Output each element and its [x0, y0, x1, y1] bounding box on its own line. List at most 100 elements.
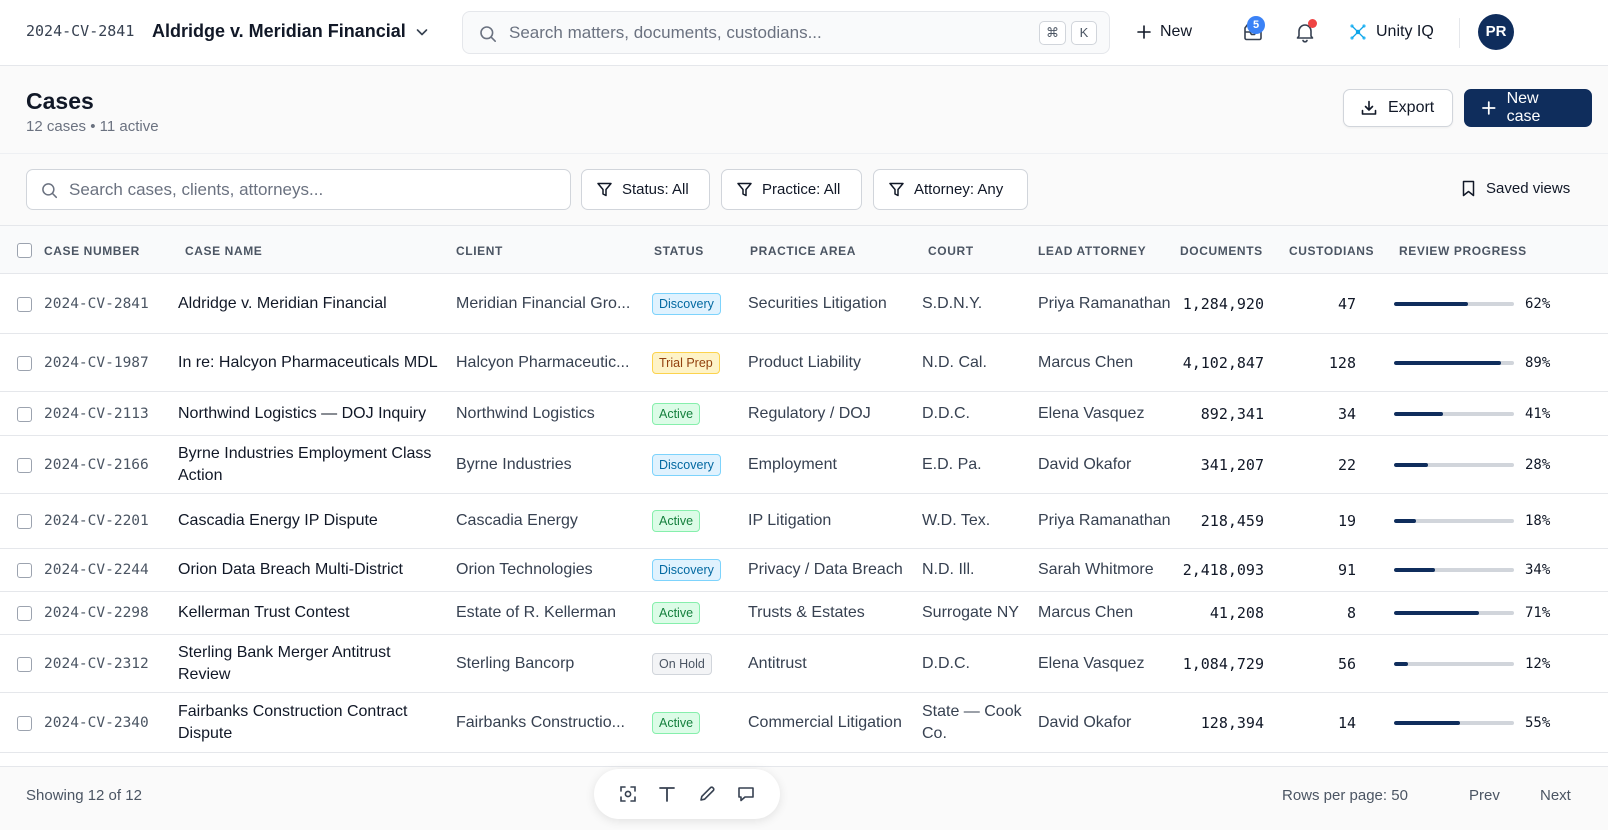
global-search-input[interactable]	[509, 20, 989, 46]
lead-attorney: Elena Vasquez	[1038, 404, 1145, 422]
pencil-icon[interactable]	[696, 783, 718, 805]
focus-select-icon[interactable]	[617, 783, 639, 805]
row-checkbox[interactable]	[17, 296, 32, 312]
page-subtitle: 12 cases • 11 active	[26, 118, 159, 135]
practice-area: IP Litigation	[748, 512, 832, 529]
column-header-documents[interactable]: Documents	[1180, 244, 1263, 258]
case-search-input[interactable]	[69, 178, 549, 202]
status-badge: Discovery	[652, 559, 721, 581]
rows-per-page[interactable]: Rows per page: 50	[1282, 787, 1408, 804]
export-button[interactable]: Export	[1343, 89, 1453, 127]
column-header-lead-attorney[interactable]: Lead Attorney	[1038, 244, 1147, 258]
progress-fill	[1394, 611, 1480, 615]
table-row[interactable]: 2024-CV-2312 Sterling Bank Merger Antitru…	[0, 635, 1608, 693]
column-header-custodians[interactable]: Custodians	[1289, 244, 1375, 258]
table-row[interactable]: 2024-CV-2298 Kellerman Trust Contest Estat…	[0, 592, 1608, 635]
court: N.D. Cal.	[922, 353, 987, 371]
attorney-filter[interactable]: Attorney: Any	[873, 169, 1028, 210]
row-checkbox[interactable]	[17, 355, 32, 371]
review-progress-bar	[1394, 494, 1514, 548]
table-row[interactable]: 2024-CV-2166 Byrne Industries Employment …	[0, 436, 1608, 494]
case-name[interactable]: Orion Data Breach Multi-District	[178, 561, 403, 578]
row-checkbox[interactable]	[17, 514, 32, 529]
column-header-review-progress[interactable]: Review Progress	[1399, 244, 1527, 258]
practice-area: Trusts & Estates	[748, 604, 865, 621]
case-name[interactable]: In re: Halcyon Pharmaceuticals MDL	[178, 353, 438, 371]
column-header-status[interactable]: Status	[654, 244, 704, 258]
case-name[interactable]: Fairbanks Construction Contract Dispute	[178, 702, 408, 742]
chevron-down-icon[interactable]	[414, 24, 430, 40]
new-button-label: New	[1160, 23, 1193, 40]
row-checkbox[interactable]	[17, 406, 32, 422]
row-checkbox[interactable]	[17, 563, 32, 578]
document-count: 1,084,729	[1182, 654, 1264, 673]
court: D.D.C.	[922, 404, 970, 422]
plus-icon	[1482, 101, 1496, 115]
table-row[interactable]: 2024-CV-2841 Aldridge v. Meridian Financi…	[0, 274, 1608, 334]
document-count: 341,207	[1200, 455, 1264, 474]
progress-track	[1394, 611, 1514, 615]
review-progress-bar	[1394, 274, 1514, 333]
case-name[interactable]: Aldridge v. Meridian Financial	[178, 294, 387, 312]
client-name: Estate of R. Kellerman	[456, 604, 617, 621]
new-button[interactable]: New	[1136, 18, 1192, 46]
avatar[interactable]: PR	[1478, 14, 1514, 50]
shortcut-k-key: K	[1071, 21, 1097, 45]
custodian-count: 14	[1337, 713, 1356, 732]
document-count: 4,102,847	[1182, 353, 1264, 372]
matter-name[interactable]: Aldridge v. Meridian Financial	[152, 21, 406, 41]
case-name[interactable]: Northwind Logistics — DOJ Inquiry	[178, 404, 427, 422]
column-header-case-name[interactable]: Case Name	[185, 244, 263, 258]
attorney-filter-label: Attorney: Any	[914, 181, 1004, 198]
status-filter[interactable]: Status: All	[581, 169, 710, 210]
case-name[interactable]: Kellerman Trust Contest	[178, 604, 350, 621]
row-checkbox[interactable]	[17, 656, 32, 672]
progress-fill	[1394, 360, 1501, 365]
column-header-client[interactable]: Client	[456, 244, 503, 258]
download-icon	[1361, 100, 1377, 115]
case-name[interactable]: Cascadia Energy IP Dispute	[178, 512, 378, 529]
unity-iq-button[interactable]: Unity IQ	[1348, 18, 1434, 46]
page-header: Cases 12 cases • 11 active	[0, 66, 1608, 154]
global-search[interactable]: ⌘ K	[462, 11, 1110, 54]
select-all-checkbox[interactable]	[17, 243, 32, 258]
table-row[interactable]: 2024-CV-2201 Cascadia Energy IP Dispute Ca…	[0, 494, 1608, 549]
case-name[interactable]: Sterling Bank Merger Antitrust Review	[178, 643, 391, 683]
prev-page-button[interactable]: Prev	[1469, 787, 1500, 804]
row-checkbox[interactable]	[17, 457, 32, 473]
court: E.D. Pa.	[922, 455, 982, 473]
custodian-count: 19	[1337, 512, 1356, 530]
table-row[interactable]: 2024-CV-2340 Fairbanks Construction Contr…	[0, 693, 1608, 753]
table-row[interactable]: 2024-CV-2113 Northwind Logistics — DOJ In…	[0, 392, 1608, 436]
document-count: 41,208	[1209, 604, 1264, 622]
saved-views-label: Saved views	[1486, 180, 1571, 197]
filter-icon	[889, 182, 904, 197]
text-tool-icon[interactable]	[656, 783, 678, 805]
new-case-button[interactable]: New case	[1464, 89, 1592, 127]
comment-icon[interactable]	[735, 783, 757, 805]
row-checkbox[interactable]	[17, 715, 32, 731]
status-badge: Active	[652, 510, 701, 532]
case-number: 2024-CV-2201	[44, 513, 149, 529]
bell-icon[interactable]	[1292, 19, 1318, 45]
custodian-count: 34	[1337, 404, 1356, 423]
row-checkbox[interactable]	[17, 606, 32, 621]
case-name[interactable]: Byrne Industries Employment Class Action	[178, 444, 432, 484]
case-search[interactable]	[26, 169, 571, 210]
review-progress-percent: 62%	[1525, 295, 1551, 312]
table-row[interactable]: 2024-CV-1987 In re: Halcyon Pharmaceutica…	[0, 334, 1608, 392]
status-badge: Active	[652, 711, 701, 734]
column-header-court[interactable]: Court	[928, 244, 974, 258]
document-count: 892,341	[1200, 404, 1264, 423]
review-progress-percent: 34%	[1525, 562, 1551, 578]
review-progress-percent: 55%	[1525, 714, 1551, 731]
column-header-case-number[interactable]: Case Number	[44, 244, 140, 258]
table-row[interactable]: 2024-CV-2244 Orion Data Breach Multi-Dist…	[0, 549, 1608, 592]
client-name: Sterling Bancorp	[456, 654, 575, 672]
next-page-button[interactable]: Next	[1540, 787, 1571, 804]
column-header-practice-area[interactable]: Practice Area	[750, 244, 857, 258]
saved-views-button[interactable]: Saved views	[1461, 180, 1570, 197]
practice-filter[interactable]: Practice: All	[721, 169, 862, 210]
review-progress-percent: 71%	[1525, 605, 1551, 621]
progress-track	[1394, 301, 1514, 306]
